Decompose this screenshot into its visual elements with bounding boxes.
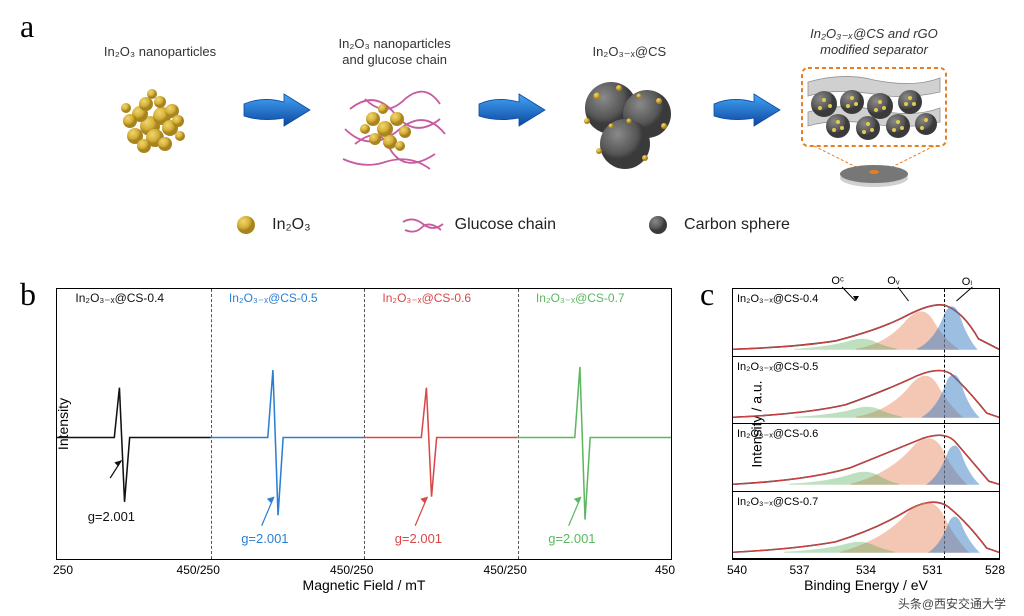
xtick: 450 xyxy=(655,563,675,577)
panel-a-label: a xyxy=(20,8,34,45)
panel-b: b Intensity Magnetic Field / mT In₂O₃₋ₓ@… xyxy=(20,280,680,600)
peak-ov: Oᵥ xyxy=(887,275,899,287)
arrow-icon xyxy=(242,90,312,130)
stage-cs: In₂O₃₋ₓ@CS xyxy=(549,44,709,176)
carbon-sphere-icon xyxy=(646,214,674,236)
legend-label: Glucose chain xyxy=(455,216,556,234)
xtick: 537 xyxy=(789,563,809,577)
xtick: 450/250 xyxy=(177,563,220,577)
stage2-visual xyxy=(335,74,455,184)
legend-in2o3: In₂O₃ xyxy=(234,214,311,236)
stage4-visual xyxy=(794,64,954,194)
watermark: 头条@西安交通大学 xyxy=(898,595,1006,612)
peak-oc: Oᶜ xyxy=(831,275,843,287)
stage4-label: In₂O₃₋ₓ@CS and rGO modified separator xyxy=(810,26,938,57)
legend-label: In₂O₃ xyxy=(272,216,311,234)
sphere-icon xyxy=(234,214,262,236)
stage2-label: In₂O₃ nanoparticles and glucose chain xyxy=(339,36,451,67)
xtick: 531 xyxy=(922,563,942,577)
xps-chart: Intensity / a.u. Binding Energy / eV Oᶜ … xyxy=(732,288,1000,560)
legend-label: Carbon sphere xyxy=(684,216,790,234)
chain-icon xyxy=(401,214,445,236)
stage1-visual xyxy=(100,66,220,176)
stage3-visual xyxy=(569,66,689,176)
xtick: 540 xyxy=(727,563,747,577)
xtick: 450/250 xyxy=(330,563,373,577)
stage-separator: In₂O₃₋ₓ@CS and rGO modified separator xyxy=(784,26,964,193)
xtick: 528 xyxy=(985,563,1005,577)
x-axis-label: Binding Energy / eV xyxy=(804,577,928,593)
arrow-icon xyxy=(712,90,782,130)
panel-c-label: c xyxy=(700,276,714,313)
stage-glucose: In₂O₃ nanoparticles and glucose chain xyxy=(315,36,475,183)
epr-chart: Intensity Magnetic Field / mT In₂O₃₋ₓ@CS… xyxy=(56,288,672,560)
epr-lines xyxy=(57,289,671,559)
panel-a-legend: In₂O₃ Glucose chain Carbon sphere xyxy=(20,214,1004,236)
xps-subpanel-3: In₂O₃₋ₓ@CS-0.7 xyxy=(733,492,999,560)
stage-nanoparticles: In₂O₃ nanoparticles xyxy=(80,44,240,176)
panel-b-label: b xyxy=(20,276,36,313)
legend-glucose: Glucose chain xyxy=(401,214,556,236)
panel-a: a In₂O₃ nanoparticles xyxy=(20,10,1004,270)
xps-subpanel-2: In₂O₃₋ₓ@CS-0.6 xyxy=(733,424,999,492)
legend-carbon: Carbon sphere xyxy=(646,214,790,236)
stage1-label: In₂O₃ nanoparticles xyxy=(104,44,216,60)
xtick: 534 xyxy=(856,563,876,577)
stage3-label: In₂O₃₋ₓ@CS xyxy=(592,44,666,60)
panel-c: c Intensity / a.u. Binding Energy / eV O… xyxy=(700,280,1004,600)
arrow-icon xyxy=(477,90,547,130)
xtick: 450/250 xyxy=(484,563,527,577)
x-axis-label: Magnetic Field / mT xyxy=(303,577,426,593)
synthesis-stages: In₂O₃ nanoparticles xyxy=(20,10,1004,210)
xtick: 250 xyxy=(53,563,73,577)
xps-subpanel-0: In₂O₃₋ₓ@CS-0.4 xyxy=(733,289,999,357)
xps-subpanel-1: In₂O₃₋ₓ@CS-0.5 xyxy=(733,357,999,425)
